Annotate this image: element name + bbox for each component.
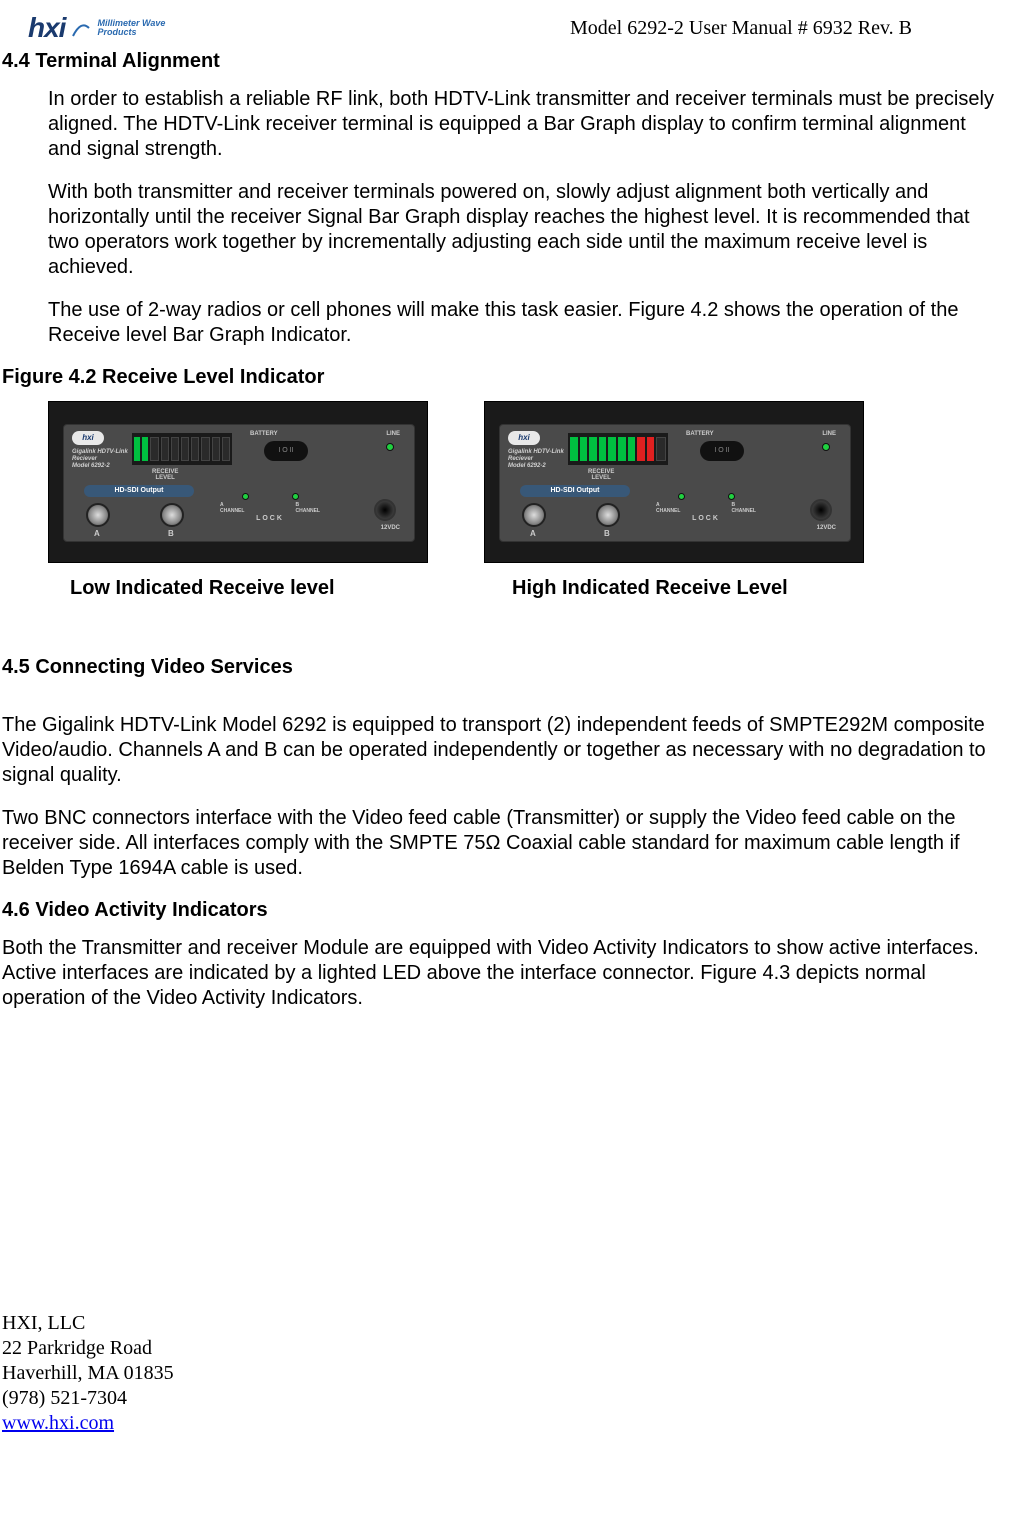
battery-label: BATTERY — [250, 431, 278, 437]
bnc-b-icon — [596, 503, 620, 527]
figure-4-2-title: Figure 4.2 Receive Level Indicator — [0, 366, 1010, 389]
lock-led-a-icon — [678, 493, 685, 500]
bargraph-segment — [222, 437, 230, 461]
bargraph-segment — [150, 437, 158, 461]
dc-label: 12VDC — [381, 525, 400, 531]
lock-label: LOCK — [656, 515, 756, 522]
lock-label: LOCK — [220, 515, 320, 522]
bargraph-segment — [637, 437, 645, 461]
heading-4-5: 4.5 Connecting Video Services — [0, 656, 1010, 679]
heading-4-6: 4.6 Video Activity Indicators — [0, 899, 1010, 922]
caption-low: Low Indicated Receive level — [70, 577, 450, 600]
port-a-label: A — [94, 529, 100, 538]
dc-jack-icon — [810, 499, 832, 521]
para-4-5-2: Two BNC connectors interface with the Vi… — [0, 806, 1010, 881]
bargraph-segment — [608, 437, 616, 461]
channel-a-label: ACHANNEL — [220, 502, 244, 514]
footer-url-link[interactable]: www.hxi.com — [2, 1412, 114, 1434]
bargraph-segment — [191, 437, 199, 461]
lock-block: ACHANNEL BCHANNEL LOCK — [656, 493, 756, 522]
bargraph-segment — [142, 437, 148, 461]
hd-sdi-label: HD-SDI Output — [84, 485, 194, 497]
line-label: LINE — [822, 431, 836, 437]
panel-product-text: Gigalink HDTV-Link Reciever Model 6292-2 — [72, 449, 128, 471]
bargraph-segment — [201, 437, 209, 461]
panel-face: hxi Gigalink HDTV-Link Reciever Model 62… — [63, 424, 415, 542]
receive-bargraph-high — [568, 433, 668, 465]
line-led-icon — [822, 443, 830, 451]
lock-led-a-icon — [242, 493, 249, 500]
lock-led-b-icon — [292, 493, 299, 500]
logo-tagline: Millimeter Wave Products — [97, 19, 165, 37]
logo-tagline-2: Products — [97, 28, 165, 37]
channel-a-label: ACHANNEL — [656, 502, 680, 514]
bnc-b-icon — [160, 503, 184, 527]
panel-brand-badge: hxi — [72, 431, 104, 445]
bargraph-segment — [618, 437, 626, 461]
panel-product-text: Gigalink HDTV-Link Reciever Model 6292-2 — [508, 449, 564, 471]
receive-bargraph-low — [132, 433, 232, 465]
doc-title: Model 6292-2 User Manual # 6932 Rev. B — [570, 17, 912, 40]
heading-4-4: 4.4 Terminal Alignment — [0, 50, 1010, 73]
dc-jack-icon — [374, 499, 396, 521]
para-4-4-2: With both transmitter and receiver termi… — [0, 180, 1010, 280]
bargraph-segment — [599, 437, 607, 461]
para-4-5-1: The Gigalink HDTV-Link Model 6292 is equ… — [0, 713, 1010, 788]
bargraph-segment — [580, 437, 588, 461]
lock-led-b-icon — [728, 493, 735, 500]
footer-address-2: Haverhill, MA 01835 — [2, 1361, 1010, 1386]
para-4-6-1: Both the Transmitter and receiver Module… — [0, 936, 1010, 1011]
bnc-a-icon — [86, 503, 110, 527]
port-b-label: B — [604, 529, 610, 538]
port-b-label: B — [168, 529, 174, 538]
figure-4-2-captions: Low Indicated Receive level High Indicat… — [0, 577, 1010, 600]
swoosh-icon — [71, 18, 91, 38]
panel-brand-badge: hxi — [508, 431, 540, 445]
bargraph-segment — [212, 437, 220, 461]
bargraph-segment — [171, 437, 179, 461]
lock-block: ACHANNEL BCHANNEL LOCK — [220, 493, 320, 522]
logo-block: hxi Millimeter Wave Products — [28, 12, 165, 44]
footer-company: HXI, LLC — [2, 1311, 1010, 1336]
page-header: hxi Millimeter Wave Products Model 6292-… — [0, 12, 1010, 44]
bargraph-segment — [570, 437, 578, 461]
page-footer: HXI, LLC 22 Parkridge Road Haverhill, MA… — [0, 1311, 1010, 1436]
receive-level-label: RECEIVELEVEL — [588, 469, 614, 481]
line-led-icon — [386, 443, 394, 451]
line-label: LINE — [386, 431, 400, 437]
bargraph-segment — [628, 437, 636, 461]
bargraph-segment — [647, 437, 655, 461]
logo-text: hxi — [28, 12, 65, 44]
device-panel-high: hxi Gigalink HDTV-Link Reciever Model 62… — [484, 401, 864, 563]
battery-label: BATTERY — [686, 431, 714, 437]
device-panel-low: hxi Gigalink HDTV-Link Reciever Model 62… — [48, 401, 428, 563]
figure-4-2-row: hxi Gigalink HDTV-Link Reciever Model 62… — [0, 401, 1010, 563]
bargraph-segment — [181, 437, 189, 461]
footer-address-1: 22 Parkridge Road — [2, 1336, 1010, 1361]
power-switch: I O II — [264, 441, 308, 461]
dc-label: 12VDC — [817, 525, 836, 531]
channel-b-label: BCHANNEL — [732, 502, 756, 514]
bargraph-segment — [589, 437, 597, 461]
para-4-4-1: In order to establish a reliable RF link… — [0, 87, 1010, 162]
caption-high: High Indicated Receive Level — [506, 577, 886, 600]
footer-phone: (978) 521-7304 — [2, 1386, 1010, 1411]
bargraph-segment — [656, 437, 666, 461]
bnc-a-icon — [522, 503, 546, 527]
para-4-4-3: The use of 2-way radios or cell phones w… — [0, 298, 1010, 348]
receive-level-label: RECEIVELEVEL — [152, 469, 178, 481]
panel-face: hxi Gigalink HDTV-Link Reciever Model 62… — [499, 424, 851, 542]
bargraph-segment — [161, 437, 169, 461]
bargraph-segment — [134, 437, 140, 461]
channel-b-label: BCHANNEL — [296, 502, 320, 514]
port-a-label: A — [530, 529, 536, 538]
power-switch: I O II — [700, 441, 744, 461]
hd-sdi-label: HD-SDI Output — [520, 485, 630, 497]
